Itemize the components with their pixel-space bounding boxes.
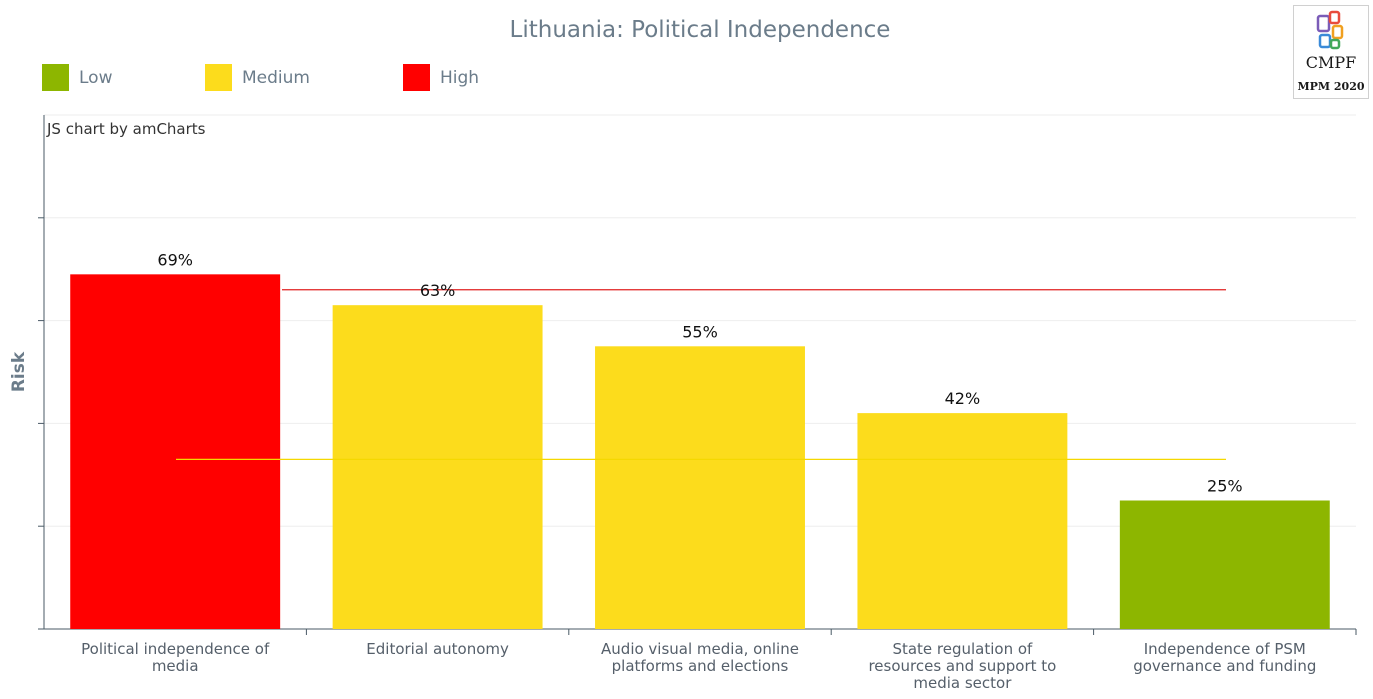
legend-item-medium[interactable]: Medium <box>205 64 310 91</box>
bar-value-label: 42% <box>945 389 981 408</box>
bar-value-label: 25% <box>1207 477 1243 496</box>
x-tick-label: State regulation of resources and suppor… <box>868 640 1057 692</box>
legend-item-low[interactable]: Low <box>42 64 112 91</box>
chart-title: Lithuania: Political Independence <box>509 17 891 43</box>
x-tick-label: Audio visual media, online platforms and… <box>601 640 799 675</box>
x-tick-label: Independence of PSM governance and fundi… <box>1133 640 1317 675</box>
bar <box>595 346 805 629</box>
legend-label-high: High <box>440 67 480 88</box>
logo-name: CMPF <box>1305 53 1357 72</box>
legend-label-medium: Medium <box>242 67 310 88</box>
cmpf-logo: CMPF MPM 2020 <box>1293 5 1369 99</box>
cmpf-logo-mark <box>1316 10 1344 50</box>
x-tick-label: Editorial autonomy <box>366 640 509 658</box>
bar <box>70 274 281 629</box>
legend-swatch-medium <box>205 64 232 91</box>
y-axis-title: Risk <box>9 351 29 392</box>
legend-swatch-low <box>42 64 69 91</box>
bar <box>1119 500 1330 629</box>
bar-value-label: 55% <box>682 322 718 341</box>
legend-label-low: Low <box>79 67 113 88</box>
bar-value-label: 69% <box>157 250 193 269</box>
bar <box>332 305 543 629</box>
legend-item-high[interactable]: High <box>403 64 479 91</box>
logo-subtitle: MPM 2020 <box>1297 80 1365 93</box>
bar-value-label: 63% <box>420 281 456 300</box>
amcharts-credit[interactable]: JS chart by amCharts <box>47 120 206 138</box>
x-tick-label: Political independence of media <box>81 640 270 675</box>
legend-swatch-high <box>403 64 430 91</box>
bar <box>857 413 1068 629</box>
